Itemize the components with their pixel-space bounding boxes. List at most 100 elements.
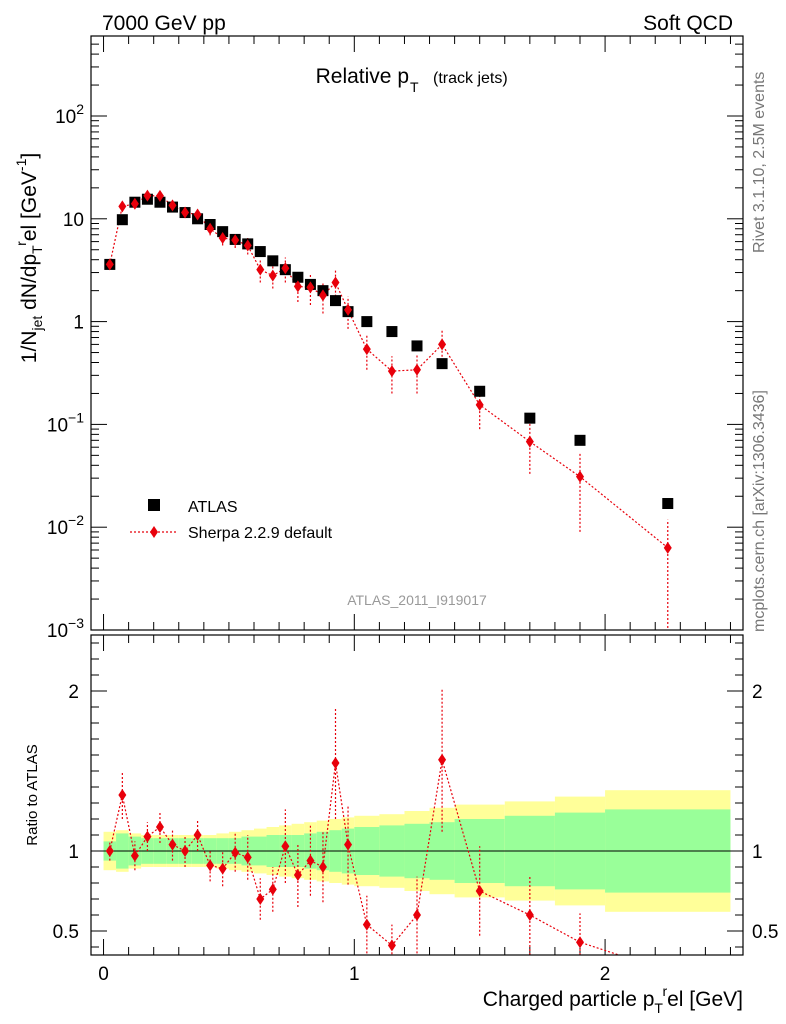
ratio-y-tick-label-right: 0.5 — [752, 922, 778, 943]
atlas-point — [361, 316, 373, 328]
ratio-sherpa-line — [109, 759, 621, 955]
legend-atlas-marker — [148, 499, 160, 511]
ratio-sherpa-point — [193, 829, 202, 841]
header-right: Soft QCD — [643, 12, 733, 35]
ratio-sherpa-point — [362, 918, 371, 931]
sherpa-point — [413, 363, 421, 376]
atlas-point — [217, 226, 229, 238]
y-axis-title-ratio: Ratio to ATLAS — [24, 744, 41, 845]
ratio-sherpa-point — [168, 838, 177, 851]
ratio-sherpa-point — [306, 854, 315, 867]
atlas-point — [154, 196, 166, 208]
x-tick-label: 2 — [600, 964, 611, 985]
atlas-point — [474, 385, 486, 397]
atlas-point — [292, 271, 304, 283]
legend-atlas-label: ATLAS — [188, 499, 238, 516]
plot-title-note: (track jets) — [433, 70, 508, 87]
ratio-sherpa-point — [387, 939, 396, 952]
plot-title-sub: T — [410, 79, 419, 95]
ratio-panel: 0.5 0.5 1 1 2 2 0 1 2 Ratio to ATLAS Charged par… — [24, 634, 778, 1016]
sherpa-point — [318, 289, 327, 302]
sherpa-point — [181, 206, 190, 219]
sherpa-point — [143, 189, 152, 202]
ratio-data — [105, 687, 621, 955]
sherpa-point — [231, 234, 240, 247]
ratio-sherpa-point — [181, 845, 190, 857]
sherpa-point — [387, 365, 396, 378]
ratio-sherpa-point — [243, 851, 252, 864]
y-tick-label: 1 — [73, 313, 84, 334]
sherpa-point — [218, 232, 227, 245]
y-tick-label: 10−2 — [47, 512, 84, 539]
rivet-label: Rivet 3.1.10, 2.5M events — [751, 72, 768, 253]
header-left: 7000 GeV pp — [102, 12, 226, 35]
ratio-sherpa-point — [155, 821, 164, 833]
ratio-y-tick-label-right: 1 — [752, 842, 763, 863]
ratio-sherpa-point — [318, 861, 327, 873]
atlas-point — [330, 295, 341, 307]
ratio-sherpa-point — [105, 845, 114, 857]
atlas-point — [267, 255, 279, 267]
ratio-sherpa-point — [118, 789, 127, 801]
ratio-y-tick-label: 1 — [68, 842, 79, 863]
sherpa-point — [105, 258, 114, 271]
sherpa-point — [576, 470, 584, 483]
atlas-point — [524, 412, 536, 424]
ratio-sherpa-point — [268, 883, 277, 896]
ratio-sherpa-point — [143, 830, 152, 843]
legend-sherpa-marker — [150, 526, 158, 538]
atlas-point — [662, 498, 674, 510]
sherpa-point — [331, 276, 340, 289]
ratio-sherpa-point — [206, 859, 215, 872]
plot-title: Relative p — [316, 65, 409, 88]
ratio-y-tick-label: 0.5 — [53, 922, 79, 943]
ratio-y-tick-label-right: 2 — [752, 682, 763, 703]
sherpa-point — [344, 303, 353, 316]
sherpa-point — [281, 262, 290, 275]
ratio-sherpa-point — [293, 869, 302, 881]
x-tick-label: 0 — [98, 964, 109, 985]
ratio-sherpa-point — [331, 757, 340, 769]
sherpa-point — [306, 281, 315, 294]
sherpa-point — [475, 398, 484, 411]
sherpa-point — [256, 263, 265, 276]
main-frame — [90, 35, 744, 631]
sherpa-point — [243, 239, 252, 252]
ratio-sherpa-point — [256, 893, 265, 905]
sherpa-point — [130, 197, 139, 210]
legend-sherpa-label: Sherpa 2.2.9 default — [188, 525, 333, 542]
analysis-id: ATLAS_2011_I919017 — [347, 592, 487, 608]
atlas-point — [254, 246, 266, 258]
ratio-sherpa-point — [475, 885, 484, 897]
ratio-sherpa-point — [413, 909, 421, 921]
y-tick-label: 102 — [55, 101, 84, 128]
ratio-sherpa-point — [281, 840, 290, 853]
ratio-y-tick-label: 2 — [68, 682, 79, 703]
main-panel: 10−3 10−2 10−1 1 10 102 Relative p T (track j… — [13, 35, 744, 642]
ratio-sherpa-point — [344, 838, 353, 851]
x-axis-title: Charged particle pTrel [GeV] — [483, 983, 743, 1016]
y-axis-title-main: 1/Njet dN/dpTrel [GeV-1] — [13, 153, 45, 363]
sherpa-point — [362, 343, 371, 356]
main-axes: 10−3 10−2 10−1 1 10 102 — [47, 35, 743, 642]
ratio-frame — [90, 634, 744, 956]
sherpa-point — [663, 541, 672, 554]
main-data — [104, 189, 674, 630]
atlas-point — [116, 214, 128, 226]
sherpa-point — [268, 269, 277, 282]
sherpa-point — [525, 435, 534, 448]
sherpa-line — [109, 194, 669, 549]
ratio-axes: 0.5 0.5 1 1 2 2 0 1 2 — [53, 635, 778, 985]
x-tick-label: 1 — [349, 964, 360, 985]
sherpa-point — [118, 200, 127, 213]
sherpa-point — [168, 199, 177, 212]
atlas-point — [386, 326, 398, 338]
atlas-point — [411, 340, 423, 352]
ratio-sherpa-point — [130, 849, 139, 862]
sherpa-point — [155, 189, 164, 202]
sherpa-point — [293, 280, 302, 293]
ratio-sherpa-point — [231, 846, 240, 859]
atlas-point — [574, 434, 586, 446]
y-tick-label: 10−3 — [47, 615, 84, 642]
